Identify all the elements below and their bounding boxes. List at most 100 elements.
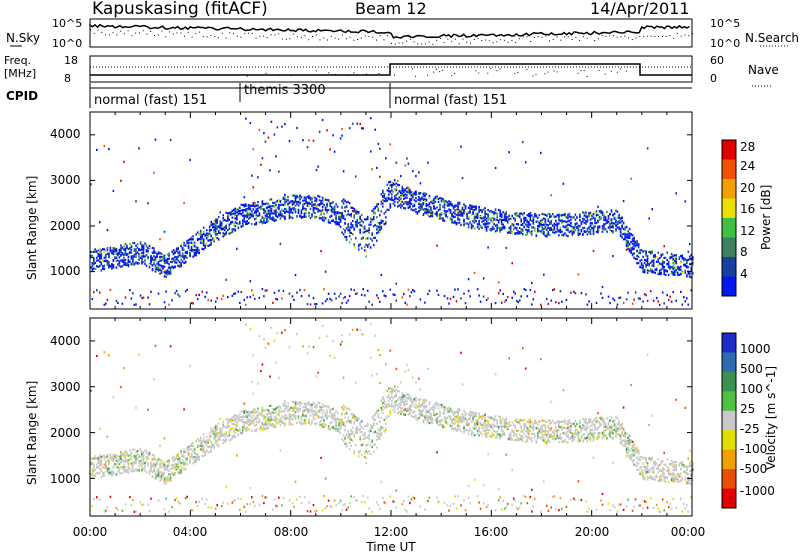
- velocity-cell: [288, 346, 291, 349]
- noise-search-dot: [556, 36, 558, 38]
- power-cell: [627, 241, 629, 245]
- power-cell: [115, 259, 118, 262]
- noise-search-dot: [120, 30, 122, 32]
- power-cell: [443, 295, 446, 298]
- power-cell: [631, 252, 634, 255]
- power-cell: [347, 223, 349, 226]
- velocity-cell: [279, 424, 282, 427]
- velocity-cell: [219, 427, 221, 430]
- power-cell: [323, 198, 325, 201]
- velocity-cell: [213, 432, 215, 435]
- power-cell: [606, 221, 608, 224]
- power-cell: [357, 211, 360, 214]
- power-cell: [637, 255, 640, 258]
- power-cell: [368, 243, 370, 246]
- power-cell: [282, 196, 285, 199]
- power-cell: [317, 203, 319, 206]
- noise-search-dot: [214, 35, 216, 37]
- power-cell: [231, 216, 234, 219]
- power-cell: [645, 294, 647, 297]
- velocity-cell: [263, 502, 265, 505]
- velocity-cell: [180, 471, 182, 474]
- power-cell: [460, 210, 462, 213]
- velocity-cell: [251, 420, 253, 423]
- power-cell: [160, 252, 163, 255]
- power-cell: [345, 205, 348, 208]
- velocity-cell: [157, 467, 160, 470]
- power-cell: [351, 220, 354, 223]
- power-cell: [243, 203, 246, 207]
- power-cell: [240, 213, 243, 216]
- velocity-cell: [121, 465, 124, 469]
- power-cell: [120, 259, 122, 262]
- power-cell: [386, 189, 389, 192]
- velocity-cell: [93, 474, 95, 477]
- power-cell: [652, 299, 655, 302]
- power-cell: [439, 206, 441, 209]
- power-cell: [242, 224, 244, 227]
- power-cell: [606, 210, 608, 214]
- power-cell: [610, 209, 613, 212]
- velocity-cell: [214, 433, 217, 436]
- velocity-cell: [190, 443, 193, 446]
- power-colorbar-label: Power [dB]: [759, 185, 773, 250]
- power-cell: [528, 223, 530, 226]
- velocity-cell: [156, 469, 158, 472]
- noise-search-dot: [613, 35, 614, 37]
- power-cell: [544, 213, 547, 216]
- power-cell: [467, 226, 470, 229]
- velocity-cell: [123, 453, 125, 456]
- power-cell: [397, 198, 399, 201]
- power-cell: [177, 251, 179, 254]
- power-cell: [386, 183, 389, 186]
- velocity-cell: [132, 467, 134, 470]
- velocity-cell: [303, 419, 306, 422]
- velocity-cell: [96, 496, 98, 499]
- power-cell: [227, 219, 229, 223]
- power-cell: [616, 223, 619, 226]
- power-cell: [409, 295, 411, 298]
- power-cell: [424, 301, 426, 304]
- velocity-cell: [165, 477, 167, 480]
- velocity-cell: [282, 403, 285, 406]
- power-cell: [473, 227, 476, 230]
- power-cell: [353, 289, 355, 292]
- nave-dot: [451, 75, 453, 77]
- velocity-cell: [242, 421, 244, 424]
- velocity-cell: [211, 429, 214, 432]
- power-cell: [154, 256, 157, 259]
- power-cell: [246, 222, 249, 225]
- power-cell: [357, 243, 360, 247]
- power-cell: [484, 218, 486, 221]
- velocity-cell: [184, 462, 187, 466]
- power-cell: [326, 298, 328, 301]
- power-cell: [145, 249, 148, 252]
- power-cell: [96, 250, 98, 253]
- power-cell: [409, 192, 411, 195]
- velocity-cell: [93, 498, 95, 501]
- velocity-cell: [302, 406, 304, 409]
- velocity-cell: [106, 467, 109, 471]
- power-cell: [661, 253, 664, 256]
- velocity-cell: [159, 458, 161, 461]
- power-cell: [681, 303, 684, 306]
- power-cell: [184, 244, 187, 247]
- power-cell: [628, 236, 631, 239]
- velocity-cell: [245, 414, 247, 418]
- power-cell: [610, 230, 613, 233]
- noise-search-dot: [579, 39, 581, 41]
- velocity-cell: [272, 418, 274, 421]
- power-cell: [515, 299, 518, 302]
- power-cell: [106, 263, 109, 266]
- power-cell: [317, 165, 319, 168]
- power-cell: [124, 253, 127, 256]
- velocity-cell: [300, 502, 303, 505]
- velocity-cell: [160, 459, 163, 462]
- power-cell: [458, 210, 461, 213]
- power-cell: [427, 210, 429, 213]
- power-cell: [603, 226, 605, 229]
- power-cell: [556, 222, 559, 225]
- power-cell: [619, 231, 622, 234]
- power-cell: [227, 218, 229, 221]
- velocity-cell: [102, 473, 104, 476]
